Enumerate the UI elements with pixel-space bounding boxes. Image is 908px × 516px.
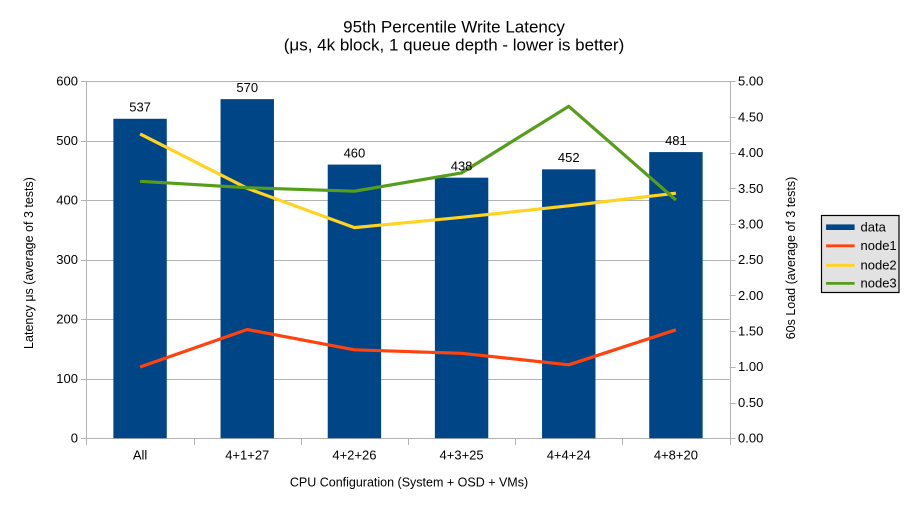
svg-text:3.50: 3.50 (738, 181, 763, 196)
svg-text:CPU Configuration (System + OS: CPU Configuration (System + OSD + VMs) (290, 476, 528, 490)
svg-text:460: 460 (344, 145, 366, 160)
svg-text:node2: node2 (861, 258, 897, 273)
svg-text:3.00: 3.00 (738, 216, 763, 231)
svg-text:600: 600 (56, 74, 78, 89)
svg-text:1.00: 1.00 (738, 359, 763, 374)
svg-text:0.50: 0.50 (738, 395, 763, 410)
svg-text:4.00: 4.00 (738, 145, 763, 160)
svg-text:2.50: 2.50 (738, 252, 763, 267)
svg-text:1.50: 1.50 (738, 324, 763, 339)
svg-text:0: 0 (71, 431, 78, 446)
svg-text:(μs, 4k block, 1 queue depth -: (μs, 4k block, 1 queue depth - lower is … (284, 36, 625, 55)
svg-text:4+2+26: 4+2+26 (332, 448, 376, 463)
svg-text:200: 200 (56, 312, 78, 327)
svg-text:0.00: 0.00 (738, 431, 763, 446)
svg-text:All: All (133, 448, 148, 463)
svg-text:4+1+27: 4+1+27 (225, 448, 269, 463)
svg-text:537: 537 (129, 100, 151, 115)
svg-text:400: 400 (56, 193, 78, 208)
svg-text:4.50: 4.50 (738, 109, 763, 124)
svg-text:438: 438 (451, 158, 473, 173)
svg-text:100: 100 (56, 371, 78, 386)
svg-text:500: 500 (56, 133, 78, 148)
svg-text:481: 481 (665, 133, 687, 148)
svg-text:4+8+20: 4+8+20 (654, 448, 698, 463)
svg-text:data: data (861, 219, 887, 234)
svg-text:2.00: 2.00 (738, 288, 763, 303)
svg-text:4+3+25: 4+3+25 (440, 448, 484, 463)
svg-text:95th Percentile Write Latency: 95th Percentile Write Latency (343, 18, 565, 37)
svg-text:node3: node3 (861, 276, 897, 291)
svg-text:node1: node1 (861, 238, 897, 253)
svg-text:60s Load (average of 3 tests): 60s Load (average of 3 tests) (784, 177, 798, 340)
svg-text:570: 570 (236, 80, 258, 95)
svg-text:4+4+24: 4+4+24 (547, 448, 591, 463)
svg-text:5.00: 5.00 (738, 74, 763, 89)
svg-text:452: 452 (558, 150, 580, 165)
svg-text:Latency μs (average of 3 tests: Latency μs (average of 3 tests) (22, 177, 36, 349)
svg-text:300: 300 (56, 252, 78, 267)
